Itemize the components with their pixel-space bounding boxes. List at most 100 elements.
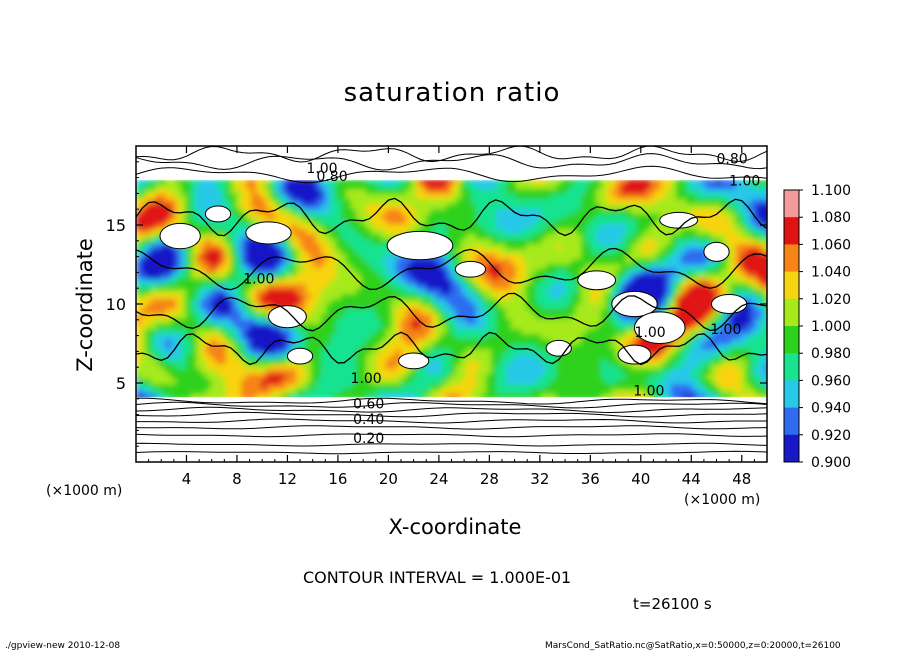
field-cell <box>156 384 162 390</box>
field-cell <box>406 199 412 205</box>
field-cell <box>326 189 332 195</box>
field-cell <box>666 194 672 200</box>
field-cell <box>491 199 497 205</box>
field-cell <box>581 379 587 385</box>
field-cell <box>191 194 197 200</box>
field-cell <box>691 244 697 250</box>
field-cell <box>551 289 557 295</box>
field-cell <box>536 394 542 400</box>
field-cell <box>476 259 482 265</box>
field-cell <box>646 384 652 390</box>
field-cell <box>396 354 402 360</box>
field-cell <box>206 369 212 375</box>
field-cell <box>486 204 492 210</box>
field-cell <box>331 344 337 350</box>
field-cell <box>481 184 487 190</box>
field-cell <box>236 289 242 295</box>
field-cell <box>491 369 497 375</box>
field-cell <box>546 254 552 260</box>
field-cell <box>431 319 437 325</box>
field-cell <box>671 304 677 310</box>
field-cell <box>336 229 342 235</box>
field-cell <box>596 224 602 230</box>
field-cell <box>161 339 167 345</box>
field-cell <box>586 184 592 190</box>
field-cell <box>616 199 622 205</box>
field-cell <box>311 344 317 350</box>
field-cell <box>266 184 272 190</box>
field-cell <box>376 209 382 215</box>
field-cell <box>281 389 287 395</box>
field-cell <box>536 179 542 185</box>
field-cell <box>371 204 377 210</box>
field-cell <box>526 204 532 210</box>
field-cell <box>636 279 642 285</box>
field-cell <box>481 274 487 280</box>
field-cell <box>296 379 302 385</box>
field-cell <box>621 189 627 195</box>
field-cell <box>641 394 647 400</box>
field-cell <box>656 259 662 265</box>
field-cell <box>366 209 372 215</box>
field-cell <box>616 394 622 400</box>
field-cell <box>596 264 602 270</box>
field-cell <box>691 349 697 355</box>
field-cell <box>461 279 467 285</box>
field-cell <box>396 264 402 270</box>
field-cell <box>391 369 397 375</box>
field-cell <box>401 314 407 320</box>
field-cell <box>691 309 697 315</box>
field-cell <box>651 254 657 260</box>
field-cell <box>181 304 187 310</box>
field-cell <box>506 294 512 300</box>
field-cell <box>141 334 147 340</box>
field-cell <box>376 304 382 310</box>
field-cell <box>416 189 422 195</box>
field-cell <box>486 264 492 270</box>
field-cell <box>446 254 452 260</box>
field-cell <box>366 354 372 360</box>
field-cell <box>376 269 382 275</box>
field-cell <box>151 304 157 310</box>
field-cell <box>316 259 322 265</box>
field-cell <box>231 239 237 245</box>
field-cell <box>161 329 167 335</box>
field-cell <box>306 379 312 385</box>
field-cell <box>421 334 427 340</box>
field-cell <box>526 359 532 365</box>
field-cell <box>611 344 617 350</box>
field-cell <box>281 379 287 385</box>
field-cell <box>391 199 397 205</box>
field-cell <box>171 369 177 375</box>
field-cell <box>481 249 487 255</box>
field-cell <box>566 384 572 390</box>
field-cell <box>471 204 477 210</box>
field-cell <box>496 294 502 300</box>
field-cell <box>416 384 422 390</box>
field-cell <box>226 184 232 190</box>
field-cell <box>156 289 162 295</box>
field-cell <box>641 184 647 190</box>
field-cell <box>611 239 617 245</box>
field-cell <box>296 249 302 255</box>
field-cell <box>356 339 362 345</box>
field-cell <box>386 354 392 360</box>
field-cell <box>171 329 177 335</box>
field-cell <box>336 264 342 270</box>
field-cell <box>386 194 392 200</box>
field-cell <box>316 209 322 215</box>
field-cell <box>166 299 172 305</box>
field-cell <box>376 204 382 210</box>
field-cell <box>196 254 202 260</box>
field-cell <box>256 269 262 275</box>
field-cell <box>331 269 337 275</box>
field-cell <box>696 364 702 370</box>
field-cell <box>546 199 552 205</box>
field-cell <box>306 314 312 320</box>
field-cell <box>376 239 382 245</box>
field-cell <box>151 329 157 335</box>
field-cell <box>241 234 247 240</box>
field-cell <box>316 204 322 210</box>
field-cell <box>201 264 207 270</box>
field-cell <box>676 244 682 250</box>
